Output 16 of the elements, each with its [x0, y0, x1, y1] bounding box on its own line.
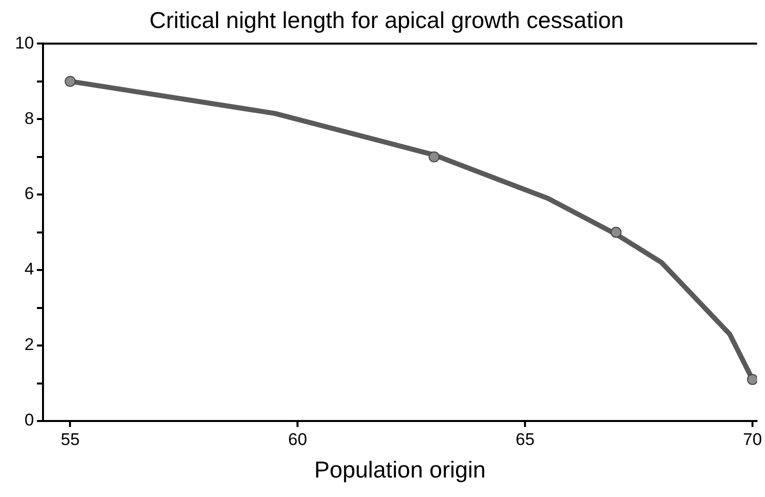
- point: [64, 76, 76, 87]
- y-tick-label: 8: [24, 108, 34, 128]
- point: [747, 374, 758, 385]
- y-tick-label: 4: [24, 260, 34, 279]
- chart-title: Critical night length for apical growth cessation: [149, 7, 624, 34]
- y-tick-label: 2: [24, 335, 34, 354]
- point: [610, 226, 622, 238]
- x-tick-label: 55: [60, 430, 80, 449]
- x-tick-label: 65: [516, 430, 535, 449]
- x-tick-label: 70: [743, 430, 762, 449]
- x-tick-label: 60: [288, 430, 308, 449]
- y-tick-label: 0: [24, 410, 34, 430]
- y-tick-label: 6: [24, 184, 34, 204]
- y-tick-label: 10: [14, 33, 34, 52]
- x-axis-title: Population origin: [314, 456, 486, 483]
- point: [428, 151, 440, 162]
